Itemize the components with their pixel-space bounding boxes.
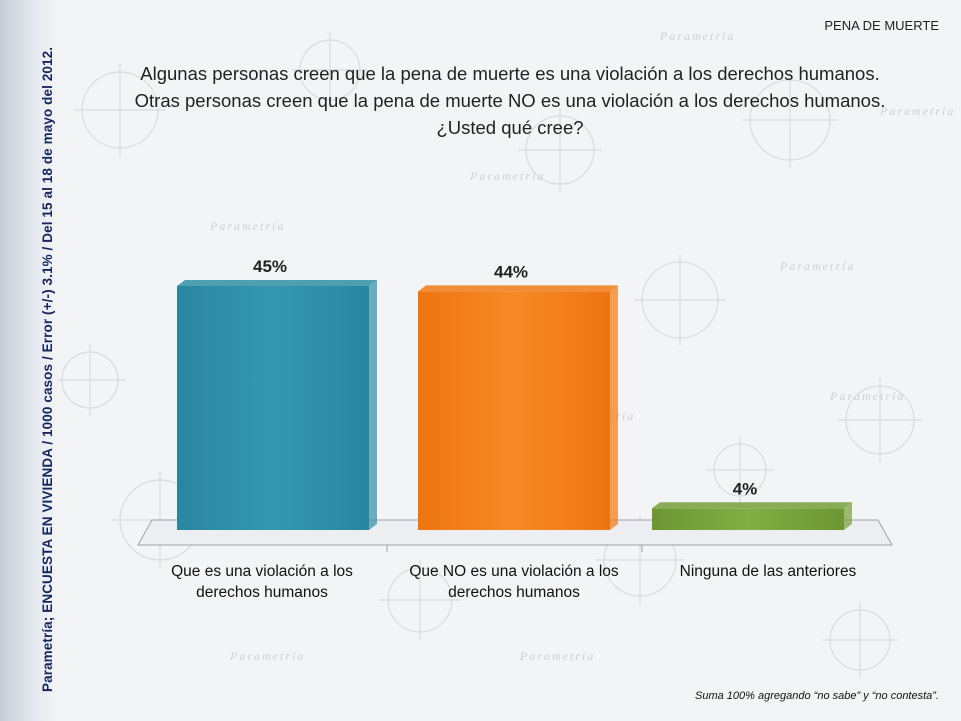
question-line-3: ¿Usted qué cree? <box>436 117 584 138</box>
watermark-text: Parametría <box>779 259 855 273</box>
question-line-1: Algunas personas creen que la pena de mu… <box>140 63 880 84</box>
data-label: 44% <box>494 262 528 281</box>
watermark-text: Parametría <box>209 219 285 233</box>
side-strip <box>0 0 58 721</box>
bar <box>652 508 844 530</box>
data-label: 4% <box>733 479 758 498</box>
bar-top <box>652 502 852 509</box>
question-line-2: Otras personas creen que la pena de muer… <box>134 90 886 111</box>
bar-side <box>610 285 618 530</box>
bar-top <box>177 280 377 286</box>
bar <box>177 286 369 530</box>
bar <box>418 291 610 530</box>
bar-top <box>418 285 618 292</box>
watermark-text: Parametría <box>229 649 305 663</box>
watermark-text: Parametría <box>469 169 545 183</box>
category-label: Que es una violación a los derechos huma… <box>171 563 353 601</box>
category-label: Que NO es una violación a los derechos h… <box>409 563 619 601</box>
footnote: Suma 100% agregando “no sabe” y “no cont… <box>695 690 939 702</box>
watermark-text: Parametría <box>829 389 905 403</box>
category-label: Ninguna de las anteriores <box>679 563 857 580</box>
data-label: 45% <box>253 257 287 276</box>
question-text: Algunas personas creen que la pena de mu… <box>60 60 960 141</box>
section-label: PENA DE MUERTE <box>824 18 939 33</box>
bar-side <box>844 502 852 530</box>
watermark-text: Parametría <box>519 649 595 663</box>
bar-side <box>369 280 377 530</box>
watermark-text: Parametría <box>879 104 955 118</box>
watermark-text: Parametría <box>659 29 735 43</box>
